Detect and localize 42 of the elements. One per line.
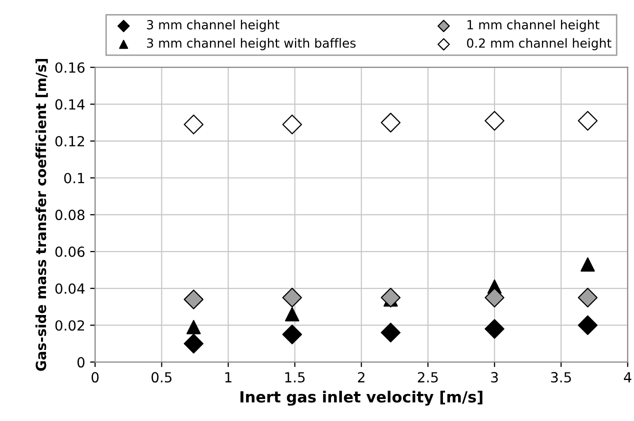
y-tick-label: 0.16 — [55, 62, 85, 73]
y-tick-label: 0.14 — [55, 99, 85, 110]
point — [484, 288, 504, 308]
point — [380, 288, 401, 308]
legend-label: 3 mm channel height with baffles — [147, 38, 356, 50]
point — [282, 288, 302, 308]
x-tick-label: 1.5 — [285, 372, 305, 383]
point — [184, 334, 204, 354]
x-tick-label: 0.5 — [152, 372, 172, 383]
legend-label: 1 mm channel height — [468, 20, 600, 32]
y-tick-label: 0.04 — [55, 283, 85, 294]
x-axis-title: Inert gas inlet velocity [m/s] — [240, 390, 482, 406]
x-tick-label: 4 — [624, 372, 632, 382]
y-axis-title: Gas-side mass transfer coefficient [m/s] — [35, 59, 48, 371]
point — [186, 320, 201, 334]
point — [580, 257, 595, 272]
y-tick-label: 0.1 — [64, 172, 84, 184]
y-tick-label: 0.12 — [55, 136, 84, 147]
point — [380, 112, 401, 132]
y-tick-label: 0.08 — [55, 210, 84, 220]
point — [282, 114, 302, 134]
point — [484, 319, 504, 339]
point — [184, 290, 204, 310]
x-tick-label: 2 — [358, 372, 364, 382]
legend-label: 3 mm channel height — [147, 20, 280, 32]
y-tick-label: 0.02 — [55, 320, 84, 331]
x-tick-label: 0 — [92, 372, 99, 383]
point — [380, 322, 401, 342]
y-tick-label: 0.06 — [55, 246, 85, 258]
point — [184, 114, 204, 134]
x-tick-label: 3.5 — [551, 372, 571, 383]
point — [282, 324, 302, 344]
point — [285, 307, 300, 322]
point — [578, 288, 598, 308]
x-tick-label: 3 — [491, 372, 498, 383]
x-tick-label: 1 — [225, 372, 232, 382]
y-tick-label: 0 — [77, 357, 84, 368]
point — [484, 110, 504, 131]
point — [578, 315, 598, 336]
point — [578, 110, 598, 131]
legend-label: 0.2 mm channel height — [467, 38, 612, 50]
x-tick-label: 2.5 — [418, 372, 438, 383]
